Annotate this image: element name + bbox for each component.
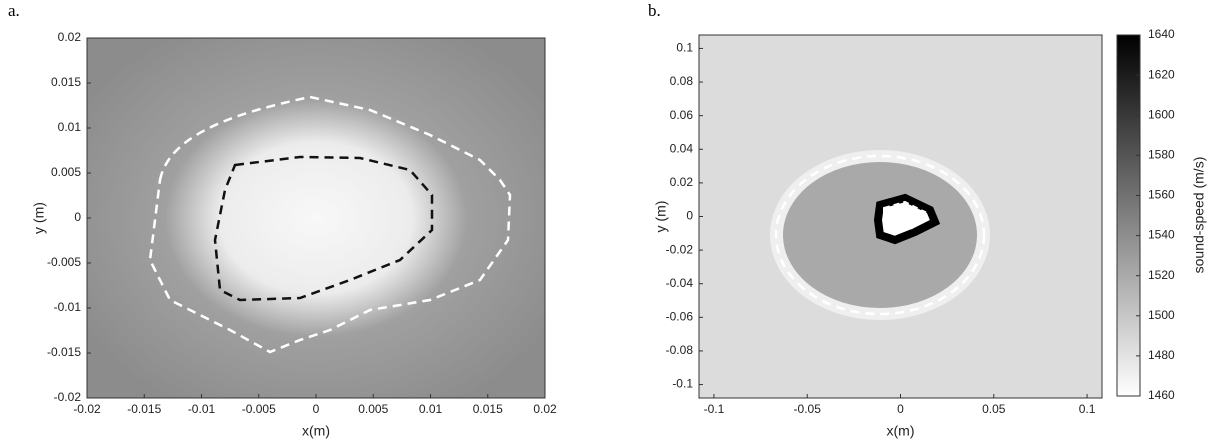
outer-contour bbox=[774, 154, 986, 316]
y-tick-label: 0 bbox=[686, 209, 693, 223]
y-tick-label: -0.08 bbox=[666, 343, 694, 357]
inner-contour bbox=[883, 200, 927, 236]
y-tick-label: -0.015 bbox=[47, 345, 81, 359]
inclusion bbox=[873, 193, 941, 245]
colorbar-tick-label: 1620 bbox=[1148, 67, 1175, 81]
x-tick-label: 0 bbox=[897, 402, 904, 416]
y-tick-label: 0.04 bbox=[670, 141, 694, 155]
inner-contour bbox=[213, 155, 434, 302]
y-tick-label: -0.02 bbox=[54, 390, 82, 404]
y-tick-label: -0.02 bbox=[666, 242, 694, 256]
colorbar-tick-label: 1560 bbox=[1148, 188, 1175, 202]
y-tick-label: 0.005 bbox=[51, 165, 81, 179]
x-tick-label: 0.015 bbox=[473, 402, 503, 416]
y-tick-label: 0.06 bbox=[670, 108, 694, 122]
colorbar-label: sound-speed (m/s) bbox=[1191, 157, 1207, 274]
x-tick-label: -0.005 bbox=[242, 402, 276, 416]
y-tick-label: -0.04 bbox=[666, 276, 694, 290]
panel-label: a. bbox=[8, 1, 20, 20]
colorbar-tick-label: 1640 bbox=[1148, 27, 1175, 41]
x-tick-label: 0.05 bbox=[982, 402, 1006, 416]
y-tick-label: -0.06 bbox=[666, 310, 694, 324]
colorbar bbox=[1116, 34, 1141, 397]
x-tick-label: -0.01 bbox=[188, 402, 216, 416]
x-tick-label: 0.1 bbox=[1079, 402, 1096, 416]
x-axis-label: x(m) bbox=[887, 423, 915, 439]
y-tick-label: 0.02 bbox=[670, 175, 694, 189]
y-tick-label: -0.005 bbox=[47, 255, 81, 269]
y-tick-label: 0.1 bbox=[676, 41, 693, 55]
x-tick-label: -0.015 bbox=[127, 402, 161, 416]
x-tick-label: 0.01 bbox=[419, 402, 443, 416]
x-tick-label: 0.005 bbox=[358, 402, 388, 416]
y-tick-label: 0.015 bbox=[51, 75, 81, 89]
y-tick-label: 0.08 bbox=[670, 74, 694, 88]
colorbar-tick-label: 1460 bbox=[1148, 388, 1175, 402]
colorbar-tick-label: 1540 bbox=[1148, 228, 1175, 242]
y-tick-label: -0.1 bbox=[672, 377, 693, 391]
y-axis-label: y (m) bbox=[653, 201, 669, 233]
colorbar-tick-label: 1500 bbox=[1148, 308, 1175, 322]
colorbar-tick-label: 1480 bbox=[1148, 348, 1175, 362]
colorbar-tick-label: 1600 bbox=[1148, 107, 1175, 121]
outer-contour bbox=[148, 95, 512, 354]
x-tick-label: 0 bbox=[313, 402, 320, 416]
x-tick-label: -0.1 bbox=[704, 402, 725, 416]
y-tick-label: 0.01 bbox=[58, 120, 82, 134]
x-tick-label: 0.02 bbox=[533, 402, 557, 416]
y-tick-label: -0.01 bbox=[54, 300, 82, 314]
x-axis-label: x(m) bbox=[302, 423, 330, 439]
y-axis-label: y (m) bbox=[31, 202, 47, 234]
image-a bbox=[87, 38, 545, 398]
x-tick-label: -0.02 bbox=[73, 402, 101, 416]
x-tick-label: -0.05 bbox=[794, 402, 822, 416]
colorbar-tick-label: 1520 bbox=[1148, 268, 1175, 282]
panel-label: b. bbox=[648, 1, 661, 20]
y-tick-label: 0.02 bbox=[58, 30, 82, 44]
colorbar-tick-label: 1580 bbox=[1148, 148, 1175, 162]
y-tick-label: 0 bbox=[74, 210, 81, 224]
